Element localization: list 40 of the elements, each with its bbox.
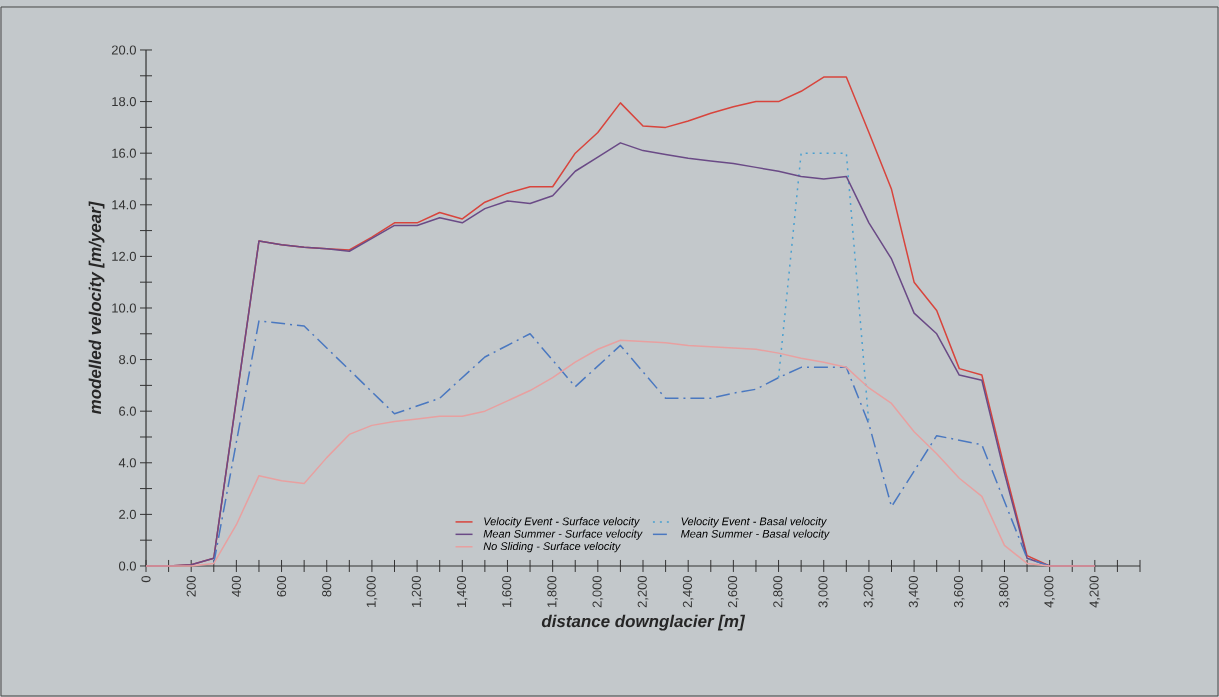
y-tick-label: 6.0 xyxy=(119,406,136,416)
x-tick-label: 2,800 xyxy=(773,576,784,608)
x-tick-label: 400 xyxy=(231,576,241,597)
legend-label: Velocity Event - Surface velocity xyxy=(484,517,640,528)
y-tick-label: 18.0 xyxy=(112,97,136,107)
x-tick-label: 0 xyxy=(141,576,151,583)
y-tick-label: 8.0 xyxy=(119,355,136,365)
x-tick-label: 4,200 xyxy=(1089,576,1101,608)
x-tick-label: 2,600 xyxy=(728,576,739,608)
y-tick-label: 14.0 xyxy=(112,200,136,210)
x-tick-label: 2,000 xyxy=(592,576,604,608)
x-tick-label: 3,200 xyxy=(863,576,875,608)
x-tick-label: 2,200 xyxy=(637,576,649,608)
y-tick-label: 16.0 xyxy=(112,148,136,158)
legend-label: Mean Summer - Surface velocity xyxy=(483,529,643,540)
x-tick-label: 2,400 xyxy=(682,576,694,608)
x-tick-label: 1,200 xyxy=(411,576,423,607)
legend-label: No Sliding - Surface velocity xyxy=(483,542,621,553)
x-tick-label: 1,800 xyxy=(547,576,558,607)
legend-label: Velocity Event - Basal velocity xyxy=(681,517,827,528)
y-tick-label: 4.0 xyxy=(118,458,136,468)
x-tick-label: 3,000 xyxy=(818,576,830,608)
x-tick-label: 3,600 xyxy=(953,576,965,608)
x-tick-label: 3,800 xyxy=(999,576,1010,608)
y-tick-label: 2.0 xyxy=(119,509,136,519)
x-axis-title: distance downglacier [m] xyxy=(541,614,746,631)
y-tick-label: 10.0 xyxy=(112,303,136,313)
y-tick-label: 0.0 xyxy=(118,561,136,571)
x-tick-label: 1,400 xyxy=(456,576,468,607)
y-axis-title: modelled velocity [m/year] xyxy=(88,201,105,415)
x-tick-label: 1,000 xyxy=(366,576,378,607)
y-tick-label: 12.0 xyxy=(112,251,136,261)
x-tick-label: 800 xyxy=(322,576,332,597)
legend-label: Mean Summer - Basal velocity xyxy=(680,529,830,540)
x-tick-label: 600 xyxy=(276,576,287,597)
x-tick-label: 200 xyxy=(186,576,196,597)
x-tick-label: 3,400 xyxy=(908,576,920,608)
y-tick-label: 20.0 xyxy=(111,45,136,55)
x-tick-label: 1,600 xyxy=(502,576,513,607)
x-tick-label: 4,000 xyxy=(1044,576,1055,608)
